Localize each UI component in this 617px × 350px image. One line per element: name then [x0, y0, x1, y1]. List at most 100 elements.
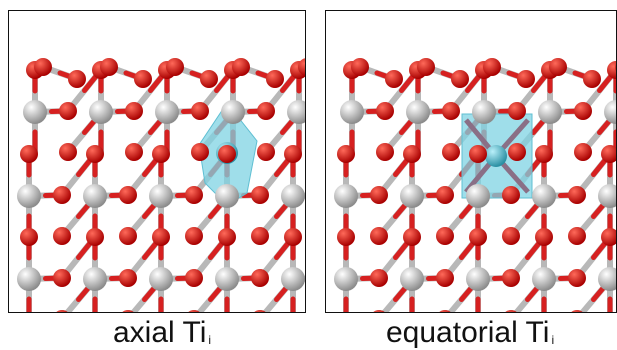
oxygen-atom: [615, 62, 616, 72]
axial-ti-caption: axial Ti i: [113, 316, 211, 350]
oxygen-atom: [185, 269, 203, 287]
oxygen-atom: [517, 70, 535, 88]
oxygen-atom: [370, 269, 388, 287]
caption-text: axial Ti: [113, 316, 207, 349]
oxygen-atom: [53, 227, 71, 245]
oxygen-atom: [574, 143, 592, 161]
oxygen-atom: [119, 227, 137, 245]
oxygen-atom: [373, 310, 385, 312]
oxygen-atom: [251, 186, 269, 204]
oxygen-atom: [152, 228, 170, 246]
ti-atom: [598, 184, 616, 208]
ti-atom: [17, 184, 41, 208]
oxygen-atom: [376, 102, 394, 120]
ti-interstitial: [485, 145, 507, 167]
oxygen-atom: [417, 58, 435, 76]
oxygen-atom: [502, 186, 520, 204]
oxygen-atom: [568, 269, 586, 287]
oxygen-atom: [483, 58, 501, 76]
oxygen-atom: [436, 227, 454, 245]
ti-atom: [400, 267, 424, 291]
oxygen-atom: [34, 58, 52, 76]
oxygen-atom: [337, 145, 355, 163]
ti-atom: [215, 184, 239, 208]
ti-atom: [472, 100, 496, 124]
oxygen-atom: [469, 145, 487, 163]
oxygen-atom: [502, 227, 520, 245]
ti-atom: [281, 267, 305, 291]
ti-atom: [287, 100, 305, 124]
ti-atom: [604, 100, 616, 124]
axial-ti-structure: [17, 58, 305, 312]
ti-atom: [400, 184, 424, 208]
ti-atom: [155, 100, 179, 124]
oxygen-atom: [601, 228, 616, 246]
oxygen-atom: [337, 228, 355, 246]
ti-atom: [532, 184, 556, 208]
oxygen-atom: [86, 145, 104, 163]
caption-subscript: i: [551, 333, 555, 347]
oxygen-atom: [436, 186, 454, 204]
ti-atom: [340, 100, 364, 124]
equatorial-ti-panel: [325, 10, 617, 313]
oxygen-atom: [191, 143, 209, 161]
caption-text: equatorial Ti: [386, 316, 550, 349]
oxygen-atom: [251, 227, 269, 245]
oxygen-atom: [218, 228, 236, 246]
oxygen-atom: [568, 227, 586, 245]
caption-subscript: i: [208, 333, 212, 347]
oxygen-atom: [100, 58, 118, 76]
ti-atom: [538, 100, 562, 124]
ti-atom: [83, 184, 107, 208]
ti-atom: [466, 267, 490, 291]
oxygen-atom: [502, 269, 520, 287]
oxygen-atom: [583, 70, 601, 88]
oxygen-atom: [535, 228, 553, 246]
oxygen-atom: [86, 228, 104, 246]
oxygen-atom: [119, 186, 137, 204]
oxygen-atom: [232, 58, 250, 76]
ti-atom: [149, 184, 173, 208]
oxygen-atom: [266, 70, 284, 88]
equatorial-ti-caption: equatorial Ti i: [386, 316, 554, 350]
oxygen-atom: [385, 70, 403, 88]
oxygen-atom: [508, 102, 526, 120]
oxygen-atom: [125, 143, 143, 161]
ti-atom: [598, 267, 616, 291]
oxygen-atom: [257, 143, 275, 161]
oxygen-atom: [68, 70, 86, 88]
oxygen-atom: [284, 145, 302, 163]
oxygen-atom: [166, 58, 184, 76]
oxygen-atom: [436, 269, 454, 287]
oxygen-atom: [442, 143, 460, 161]
oxygen-atom: [549, 58, 567, 76]
oxygen-atom: [56, 310, 68, 312]
oxygen-atom: [152, 145, 170, 163]
oxygen-atom: [376, 143, 394, 161]
ti-atom: [83, 267, 107, 291]
oxygen-atom: [134, 70, 152, 88]
oxygen-atom: [442, 102, 460, 120]
oxygen-atom: [508, 143, 526, 161]
oxygen-atom: [505, 310, 517, 312]
oxygen-atom: [125, 102, 143, 120]
oxygen-atom: [53, 186, 71, 204]
oxygen-atom: [59, 143, 77, 161]
oxygen-atom: [59, 102, 77, 120]
ti-atom: [334, 184, 358, 208]
oxygen-atom: [284, 228, 302, 246]
oxygen-atom: [351, 58, 369, 76]
ti-atom: [281, 184, 305, 208]
oxygen-atom: [469, 228, 487, 246]
oxygen-atom: [403, 145, 421, 163]
oxygen-atom: [185, 227, 203, 245]
oxygen-atom: [185, 186, 203, 204]
oxygen-atom: [20, 228, 38, 246]
ti-atom: [406, 100, 430, 124]
oxygen-atom: [607, 61, 616, 79]
ti-atom: [89, 100, 113, 124]
equatorial-ti-structure: [334, 58, 616, 312]
ti-atom: [17, 267, 41, 291]
ti-atom: [334, 267, 358, 291]
oxygen-atom: [298, 58, 305, 76]
